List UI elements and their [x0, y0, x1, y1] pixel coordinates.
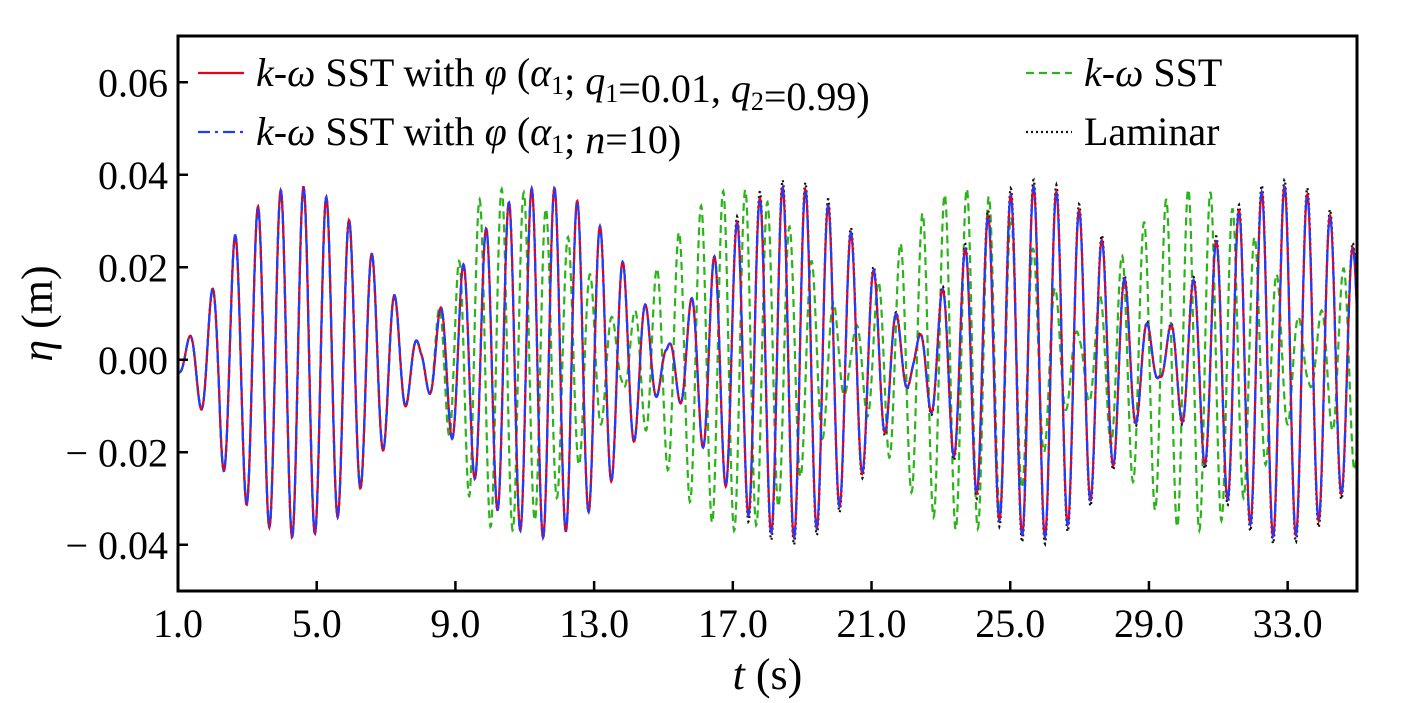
y-axis-title: η (m) — [13, 265, 62, 361]
y-tick-label: 0.02 — [98, 245, 168, 290]
x-tick-label: 25.0 — [975, 601, 1045, 646]
x-tick-label: 17.0 — [698, 601, 768, 646]
legend-entry-kw-sst-phi-q: k-ω SST with φ (α1; q1=0.01, q2=0.99) — [198, 50, 870, 119]
series-line-kw-sst-phi-n — [178, 184, 1357, 541]
series-line-kw-sst — [178, 185, 1357, 537]
legend-label: k-ω SST — [1084, 50, 1222, 95]
x-tick-label: 21.0 — [837, 601, 907, 646]
x-tick-label: 29.0 — [1114, 601, 1184, 646]
series-layer — [178, 176, 1357, 549]
y-tick-label: 0.06 — [98, 60, 168, 105]
x-tick-label: 9.0 — [430, 601, 480, 646]
legend-entry-laminar: Laminar — [1026, 109, 1220, 154]
y-tick-label: 0.00 — [98, 338, 168, 383]
x-tick-label: 5.0 — [292, 601, 342, 646]
x-tick-label: 33.0 — [1253, 601, 1323, 646]
x-tick-label: 13.0 — [559, 601, 629, 646]
y-tick-label: − 0.02 — [65, 430, 168, 475]
legend: k-ω SST with φ (α1; q1=0.01, q2=0.99)k-ω… — [198, 50, 1222, 162]
x-axis-title: t (s) — [733, 650, 803, 699]
legend-entry-kw-sst-phi-n: k-ω SST with φ (α1; n=10) — [198, 109, 681, 162]
legend-label: k-ω SST with φ (α1; q1=0.01, q2=0.99) — [256, 50, 870, 119]
legend-label: k-ω SST with φ (α1; n=10) — [256, 109, 681, 162]
plot-frame — [176, 34, 1359, 593]
x-tick-label: 1.0 — [153, 601, 203, 646]
y-tick-label: 0.04 — [98, 153, 168, 198]
legend-label: Laminar — [1084, 109, 1220, 154]
ticks-layer: 1.0 5.0 9.0 13.0 17.0 21.0 25.0 29.0 33.0 0.06 0.0… — [65, 60, 1322, 646]
legend-entry-kw-sst: k-ω SST — [1026, 50, 1222, 95]
y-tick-label: − 0.04 — [65, 523, 168, 568]
